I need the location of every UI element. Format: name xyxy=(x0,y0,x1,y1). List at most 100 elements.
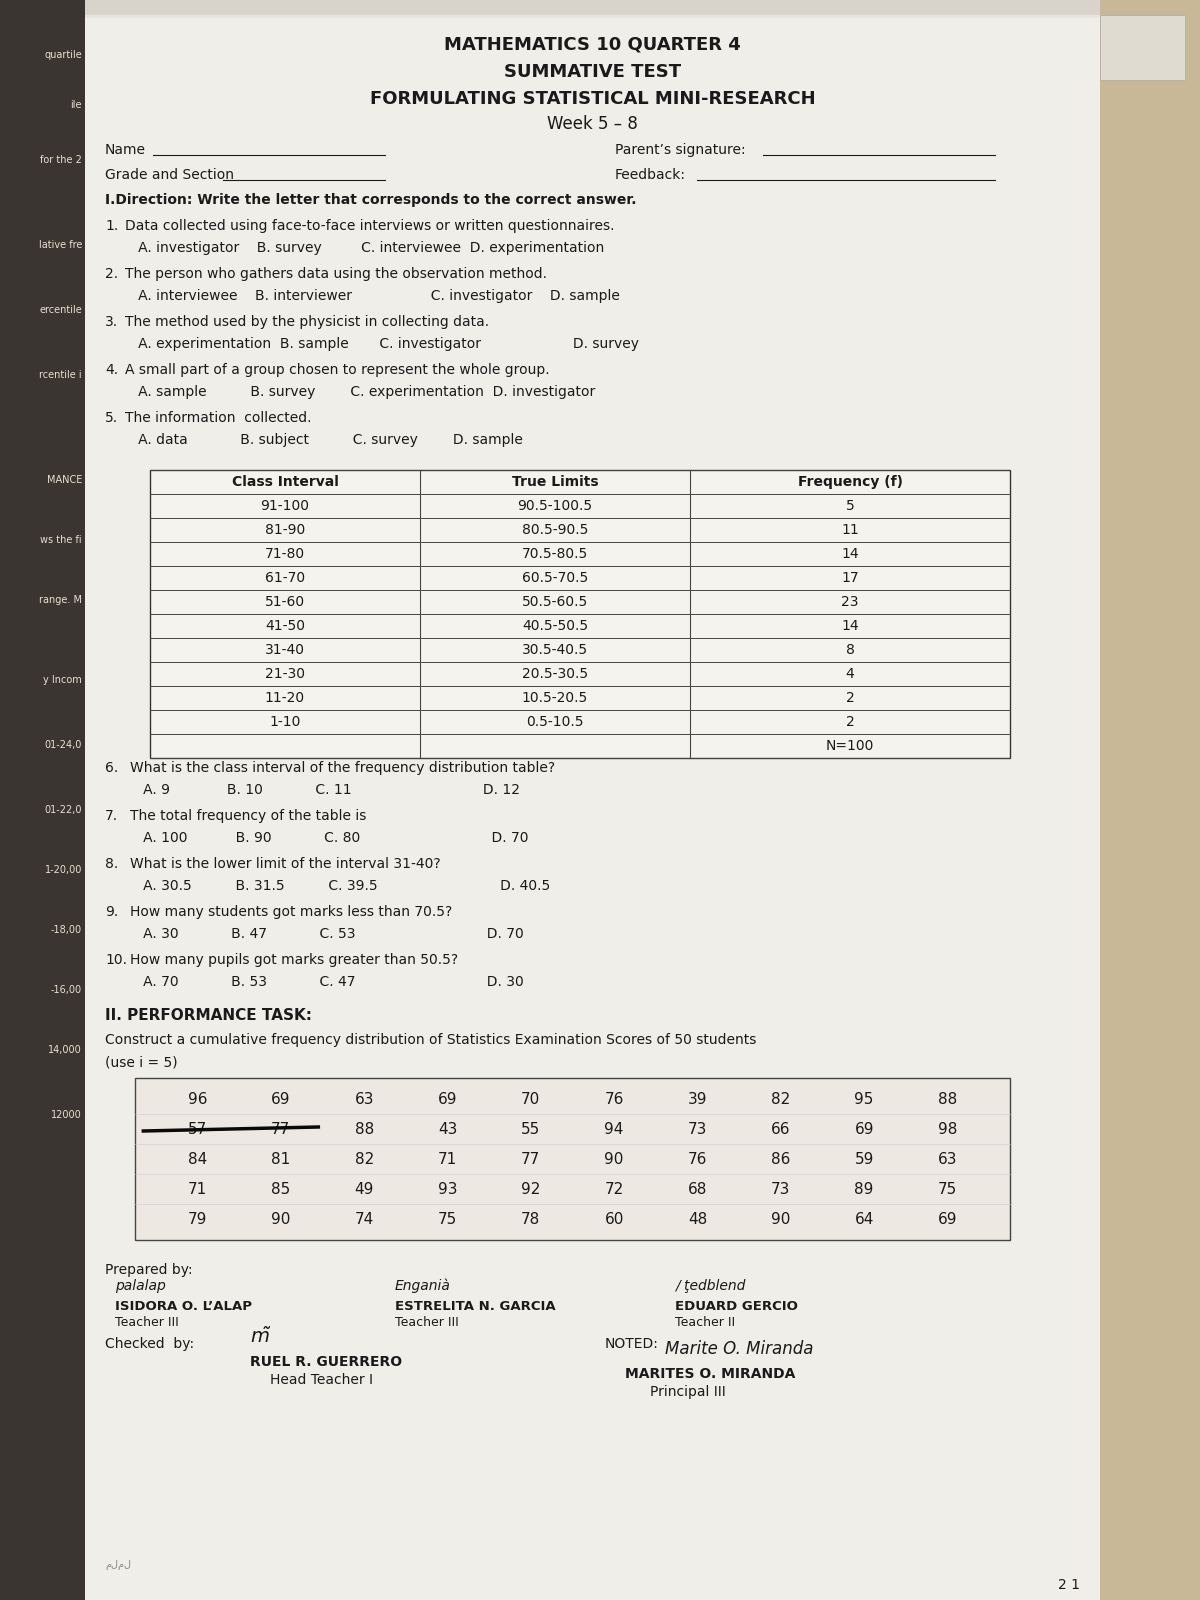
Text: -16,00: -16,00 xyxy=(50,986,82,995)
Text: 95: 95 xyxy=(854,1091,874,1107)
Text: for the 2: for the 2 xyxy=(40,155,82,165)
Text: 89: 89 xyxy=(854,1181,874,1197)
Text: 73: 73 xyxy=(772,1181,791,1197)
Text: palalap: palalap xyxy=(115,1278,166,1293)
Text: 41-50: 41-50 xyxy=(265,619,305,634)
Bar xyxy=(85,0,1100,14)
Text: 96: 96 xyxy=(187,1091,208,1107)
Text: Checked  by:: Checked by: xyxy=(106,1338,194,1350)
Text: 51-60: 51-60 xyxy=(265,595,305,610)
Text: Data collected using face-to-face interviews or written questionnaires.: Data collected using face-to-face interv… xyxy=(125,219,614,234)
Text: ws the fi: ws the fi xyxy=(41,534,82,546)
Text: 8: 8 xyxy=(846,643,854,658)
Text: Enganià: Enganià xyxy=(395,1278,451,1293)
Text: 81-90: 81-90 xyxy=(265,523,305,538)
Text: 11: 11 xyxy=(841,523,859,538)
Text: A. 100           B. 90            C. 80                              D. 70: A. 100 B. 90 C. 80 D. 70 xyxy=(130,830,528,845)
Text: 49: 49 xyxy=(354,1181,374,1197)
Text: 10.: 10. xyxy=(106,954,127,966)
Text: A. 9             B. 10            C. 11                              D. 12: A. 9 B. 10 C. 11 D. 12 xyxy=(130,782,520,797)
Text: 5: 5 xyxy=(846,499,854,514)
Text: 9.: 9. xyxy=(106,906,119,918)
Text: ESTRELITA N. GARCIA: ESTRELITA N. GARCIA xyxy=(395,1299,556,1312)
Text: 1-20,00: 1-20,00 xyxy=(44,866,82,875)
Text: A. 30            B. 47            C. 53                              D. 70: A. 30 B. 47 C. 53 D. 70 xyxy=(130,926,523,941)
Bar xyxy=(85,0,1100,18)
Text: 01-24,0: 01-24,0 xyxy=(44,739,82,750)
Text: 82: 82 xyxy=(354,1152,373,1166)
Text: 17: 17 xyxy=(841,571,859,586)
Bar xyxy=(1100,0,1200,1600)
Text: A. data            B. subject          C. survey        D. sample: A. data B. subject C. survey D. sample xyxy=(125,434,523,446)
Text: A. 30.5          B. 31.5          C. 39.5                            D. 40.5: A. 30.5 B. 31.5 C. 39.5 D. 40.5 xyxy=(130,878,551,893)
Text: 20.5-30.5: 20.5-30.5 xyxy=(522,667,588,682)
Text: 23: 23 xyxy=(841,595,859,610)
Text: FORMULATING STATISTICAL MINI-RESEARCH: FORMULATING STATISTICAL MINI-RESEARCH xyxy=(370,90,815,109)
Text: ململ: ململ xyxy=(106,1560,131,1570)
Text: 69: 69 xyxy=(438,1091,457,1107)
Text: 94: 94 xyxy=(605,1122,624,1136)
Text: NOTED:: NOTED: xyxy=(605,1338,659,1350)
Text: 61-70: 61-70 xyxy=(265,571,305,586)
Text: Name: Name xyxy=(106,142,146,157)
Text: 90: 90 xyxy=(772,1211,791,1227)
Bar xyxy=(134,1078,1010,1240)
Text: 40.5-50.5: 40.5-50.5 xyxy=(522,619,588,634)
Bar xyxy=(85,0,1100,1600)
Text: How many students got marks less than 70.5?: How many students got marks less than 70… xyxy=(130,906,452,918)
Text: 2.: 2. xyxy=(106,267,118,282)
Text: y Incom: y Incom xyxy=(43,675,82,685)
Text: SUMMATIVE TEST: SUMMATIVE TEST xyxy=(504,62,682,82)
Text: The person who gathers data using the observation method.: The person who gathers data using the ob… xyxy=(125,267,547,282)
Text: 5.: 5. xyxy=(106,411,118,426)
Text: 70.5-80.5: 70.5-80.5 xyxy=(522,547,588,562)
Text: (use i = 5): (use i = 5) xyxy=(106,1054,178,1069)
Text: ile: ile xyxy=(71,99,82,110)
Text: lative fre: lative fre xyxy=(38,240,82,250)
Text: 43: 43 xyxy=(438,1122,457,1136)
Text: 14,000: 14,000 xyxy=(48,1045,82,1054)
Text: RUEL R. GUERRERO: RUEL R. GUERRERO xyxy=(250,1355,402,1370)
Text: 0.5-10.5: 0.5-10.5 xyxy=(527,715,583,730)
Text: 88: 88 xyxy=(354,1122,373,1136)
Text: 84: 84 xyxy=(188,1152,208,1166)
Text: Frequency (f): Frequency (f) xyxy=(798,475,902,490)
Text: 76: 76 xyxy=(688,1152,707,1166)
Text: 88: 88 xyxy=(938,1091,958,1107)
Bar xyxy=(0,0,85,1600)
Text: The method used by the physicist in collecting data.: The method used by the physicist in coll… xyxy=(125,315,490,330)
Text: MATHEMATICS 10 QUARTER 4: MATHEMATICS 10 QUARTER 4 xyxy=(444,35,740,54)
Text: 63: 63 xyxy=(937,1152,958,1166)
Text: 81: 81 xyxy=(271,1152,290,1166)
Text: Teacher II: Teacher II xyxy=(674,1315,736,1328)
Text: 55: 55 xyxy=(521,1122,540,1136)
Text: EDUARD GERCIO: EDUARD GERCIO xyxy=(674,1299,798,1312)
Text: 6.: 6. xyxy=(106,762,119,774)
Text: 90.5-100.5: 90.5-100.5 xyxy=(517,499,593,514)
Text: 1.: 1. xyxy=(106,219,119,234)
Text: 68: 68 xyxy=(688,1181,707,1197)
Text: A. interviewee    B. interviewer                  C. investigator    D. sample: A. interviewee B. interviewer C. investi… xyxy=(125,290,620,302)
Text: Week 5 – 8: Week 5 – 8 xyxy=(547,115,638,133)
Text: What is the class interval of the frequency distribution table?: What is the class interval of the freque… xyxy=(130,762,556,774)
Text: 01-22,0: 01-22,0 xyxy=(44,805,82,814)
Text: A. experimentation  B. sample       C. investigator                     D. surve: A. experimentation B. sample C. investig… xyxy=(125,338,640,350)
Text: The total frequency of the table is: The total frequency of the table is xyxy=(130,810,366,822)
Text: Head Teacher I: Head Teacher I xyxy=(270,1373,373,1387)
Text: Prepared by:: Prepared by: xyxy=(106,1262,193,1277)
Text: 79: 79 xyxy=(188,1211,208,1227)
Text: A small part of a group chosen to represent the whole group.: A small part of a group chosen to repres… xyxy=(125,363,550,378)
Text: / ţedblend: / ţedblend xyxy=(674,1278,745,1293)
Text: A. investigator    B. survey         C. interviewee  D. experimentation: A. investigator B. survey C. interviewee… xyxy=(125,242,605,254)
Text: 90: 90 xyxy=(605,1152,624,1166)
Text: 60: 60 xyxy=(605,1211,624,1227)
Text: 4: 4 xyxy=(846,667,854,682)
Text: 31-40: 31-40 xyxy=(265,643,305,658)
Text: 75: 75 xyxy=(438,1211,457,1227)
Text: Feedback:: Feedback: xyxy=(616,168,686,182)
Text: 69: 69 xyxy=(937,1211,958,1227)
Text: What is the lower limit of the interval 31-40?: What is the lower limit of the interval … xyxy=(130,858,440,870)
Text: 74: 74 xyxy=(354,1211,373,1227)
Text: 82: 82 xyxy=(772,1091,791,1107)
Text: 10.5-20.5: 10.5-20.5 xyxy=(522,691,588,706)
